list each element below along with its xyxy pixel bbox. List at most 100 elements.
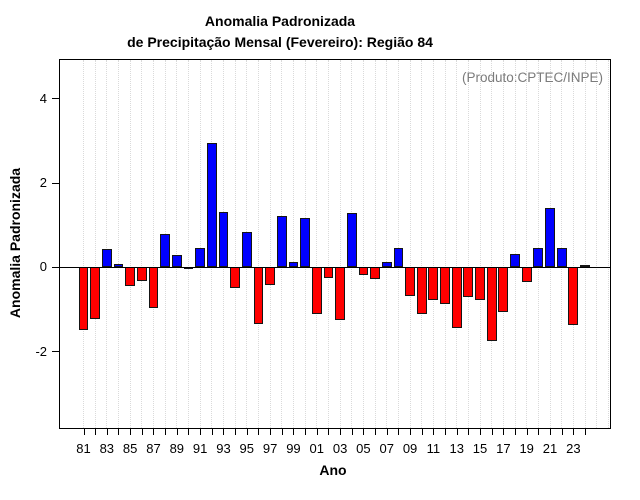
bar-24 — [580, 265, 590, 268]
x-tick — [270, 428, 272, 435]
y-tick — [52, 98, 59, 100]
x-tick — [95, 428, 97, 435]
bar-89 — [171, 254, 182, 268]
x-tick-label: 17 — [496, 441, 511, 456]
x-tick — [211, 428, 213, 435]
x-tick — [585, 428, 586, 435]
x-tick — [293, 428, 295, 435]
zero-baseline — [60, 267, 610, 268]
x-tick-label: 13 — [449, 441, 464, 456]
x-tick — [153, 428, 155, 435]
bar-06 — [370, 267, 380, 279]
x-tick-label: 83 — [99, 441, 115, 456]
bar-15 — [475, 267, 485, 300]
y-tick — [52, 182, 59, 184]
gridline — [199, 60, 201, 428]
bar-01 — [311, 267, 322, 315]
x-tick-label: 15 — [472, 441, 488, 456]
gridline — [467, 60, 469, 428]
y-tick-label: 2 — [39, 175, 47, 191]
x-tick — [456, 428, 458, 435]
bar-10 — [416, 267, 427, 315]
x-tick — [258, 428, 260, 435]
gridline — [456, 60, 458, 428]
y-tick-label: -2 — [35, 343, 47, 359]
x-tick — [83, 428, 85, 435]
x-tick — [538, 428, 540, 435]
x-tick-label: 21 — [542, 441, 558, 456]
gridline — [292, 60, 294, 428]
gridline — [316, 60, 318, 428]
gridline — [502, 60, 504, 428]
gridline — [257, 60, 259, 428]
x-tick-label: 87 — [146, 441, 161, 456]
gridline — [176, 60, 178, 428]
x-tick — [176, 428, 178, 435]
bar-96 — [253, 267, 264, 325]
chart-title: Anomalia Padronizada de Precipitação Men… — [0, 11, 560, 53]
gridline — [526, 60, 528, 428]
x-tick — [106, 428, 108, 435]
x-tick-label: 23 — [566, 441, 581, 456]
x-tick — [328, 428, 330, 435]
chart-title-line2: de Precipitação Mensal (Fevereiro): Regi… — [127, 34, 433, 50]
x-tick-label: 93 — [216, 441, 231, 456]
x-tick — [188, 428, 190, 435]
x-tick — [421, 428, 423, 435]
bar-83 — [101, 249, 112, 268]
bar-88 — [160, 234, 171, 268]
bar-99 — [288, 262, 299, 268]
x-tick — [445, 428, 447, 435]
bar-11 — [428, 267, 439, 301]
bar-02 — [323, 267, 334, 278]
gridline — [596, 60, 598, 428]
x-tick — [515, 428, 517, 435]
bar-84 — [113, 263, 124, 268]
x-tick-label: 99 — [286, 441, 301, 456]
bar-16 — [486, 267, 497, 341]
x-tick — [526, 428, 528, 435]
gridline — [491, 60, 493, 428]
gridline — [117, 60, 119, 428]
y-tick — [52, 266, 59, 268]
bar-09 — [405, 267, 415, 296]
x-tick — [223, 428, 225, 435]
x-tick — [141, 428, 143, 435]
gridline — [141, 60, 143, 428]
gridline — [106, 60, 108, 428]
gridline — [607, 60, 609, 428]
bar-95 — [241, 232, 252, 268]
bar-86 — [136, 267, 147, 281]
bar-00 — [300, 217, 310, 268]
x-tick-label: 07 — [379, 441, 394, 456]
x-tick-label: 11 — [426, 441, 441, 456]
x-tick — [281, 428, 283, 435]
gridline — [187, 60, 189, 428]
x-tick-label: 01 — [309, 441, 324, 456]
bar-23 — [568, 267, 579, 325]
bar-93 — [218, 212, 229, 268]
x-tick — [375, 428, 377, 435]
x-tick — [573, 428, 575, 435]
gridline — [94, 60, 96, 428]
gridline — [362, 60, 364, 428]
x-tick — [503, 428, 505, 435]
bar-82 — [90, 267, 101, 319]
x-tick-label: 89 — [169, 441, 185, 456]
x-tick — [398, 428, 400, 435]
x-tick — [305, 428, 307, 435]
x-tick-label: 03 — [332, 441, 348, 456]
bar-97 — [265, 267, 275, 285]
bar-17 — [498, 267, 509, 312]
bar-91 — [195, 248, 206, 268]
source-annotation: (Produto:CPTEC/INPE) — [461, 70, 603, 85]
bar-12 — [440, 267, 450, 305]
bar-21 — [545, 207, 555, 268]
x-tick — [340, 428, 342, 435]
bar-94 — [230, 267, 241, 289]
x-tick-label: 19 — [519, 441, 534, 456]
x-tick — [561, 428, 563, 435]
bar-08 — [393, 248, 404, 268]
x-tick — [410, 428, 412, 435]
x-tick — [200, 428, 202, 435]
